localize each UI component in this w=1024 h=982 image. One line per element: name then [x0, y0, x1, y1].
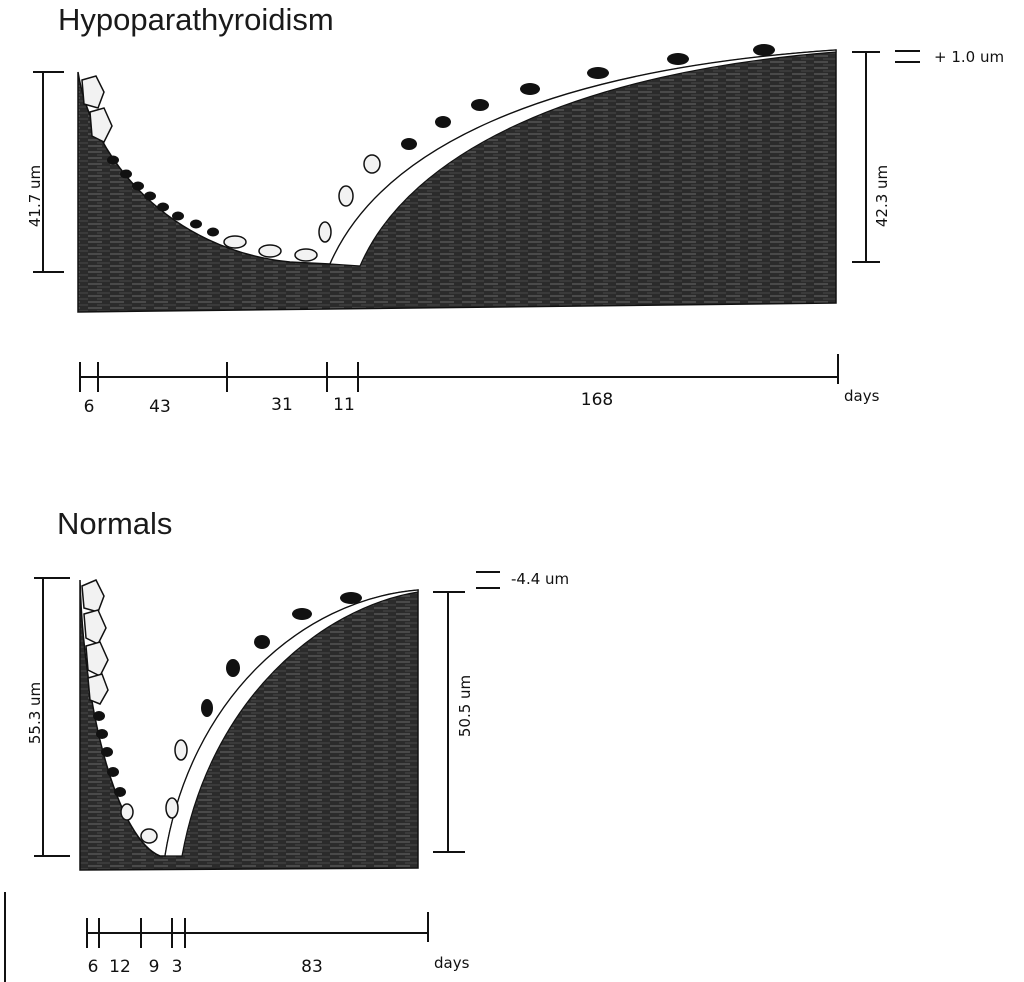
depth-bar-left	[33, 71, 64, 273]
panel-hypoparathyroidism: Hypoparathyroidism	[26, 2, 1004, 417]
timeline-segment: 168	[581, 390, 613, 410]
timeline-axis	[79, 354, 839, 392]
timeline-unit: days	[844, 387, 880, 405]
timeline-segment: 43	[149, 397, 171, 417]
depth-bar-right	[852, 51, 880, 263]
timeline-segment: 6	[88, 957, 99, 977]
balance-label: + 1.0 um	[934, 48, 1004, 66]
osteoblast-cells-dark	[93, 592, 362, 797]
timeline-segment: 11	[333, 395, 355, 415]
depth-label-right: 42.3 um	[873, 165, 891, 227]
bone-tissue	[77, 49, 837, 313]
timeline-segment: 3	[172, 957, 183, 977]
lining-cells-light	[120, 739, 188, 844]
depth-label-left: 41.7 um	[26, 165, 44, 227]
osteoid-band	[329, 49, 837, 267]
osteoid-band	[164, 589, 419, 857]
balance-marker	[895, 50, 920, 63]
osteoclast-cells	[81, 579, 109, 705]
bone-tissue	[79, 579, 419, 871]
timeline-segment: 31	[271, 395, 293, 415]
panel-title: Hypoparathyroidism	[58, 2, 334, 37]
timeline-segment: 9	[149, 957, 160, 977]
panel-normals: Normals	[26, 506, 569, 977]
timeline-segment: 12	[109, 957, 131, 977]
depth-bar-left	[34, 577, 70, 857]
timeline-axis	[86, 912, 429, 948]
balance-label: -4.4 um	[511, 570, 569, 588]
timeline-segment: 83	[301, 957, 323, 977]
panel-title: Normals	[57, 506, 172, 541]
depth-label-left: 55.3 um	[26, 682, 44, 744]
timeline-segment: 6	[84, 397, 95, 417]
osteoclast-cells	[81, 75, 113, 144]
timeline-unit: days	[434, 954, 470, 972]
lining-cells-light	[223, 154, 381, 262]
osteoblast-cells-dark	[107, 44, 775, 237]
depth-label-right: 50.5 um	[456, 675, 474, 737]
depth-bar-right	[433, 591, 465, 853]
balance-marker	[476, 571, 500, 589]
